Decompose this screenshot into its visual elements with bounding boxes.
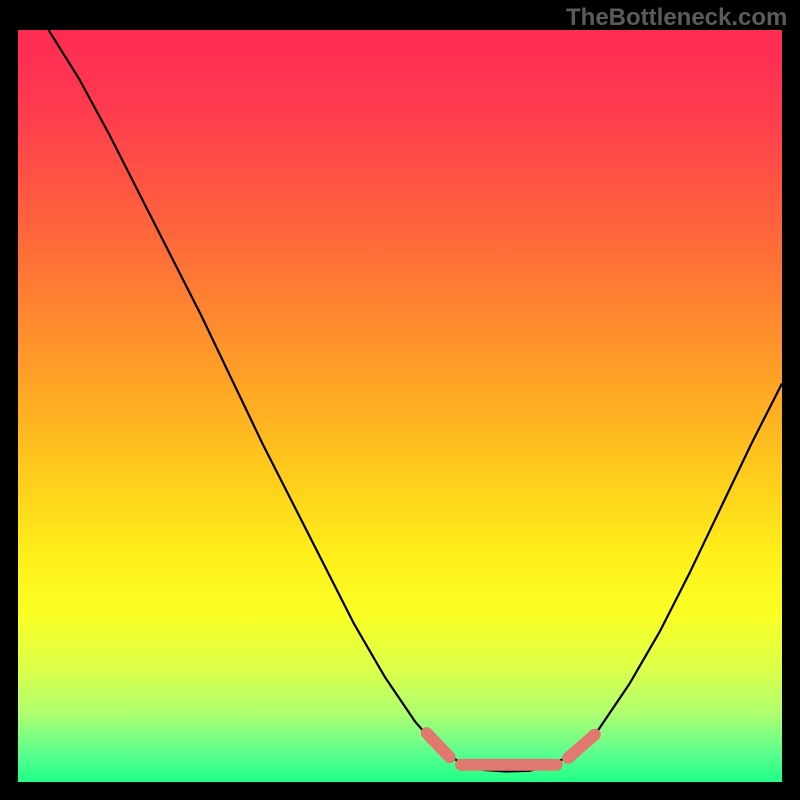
watermark-text: TheBottleneck.com xyxy=(566,4,787,32)
bottleneck-chart xyxy=(18,30,782,782)
chart-background xyxy=(18,30,782,782)
